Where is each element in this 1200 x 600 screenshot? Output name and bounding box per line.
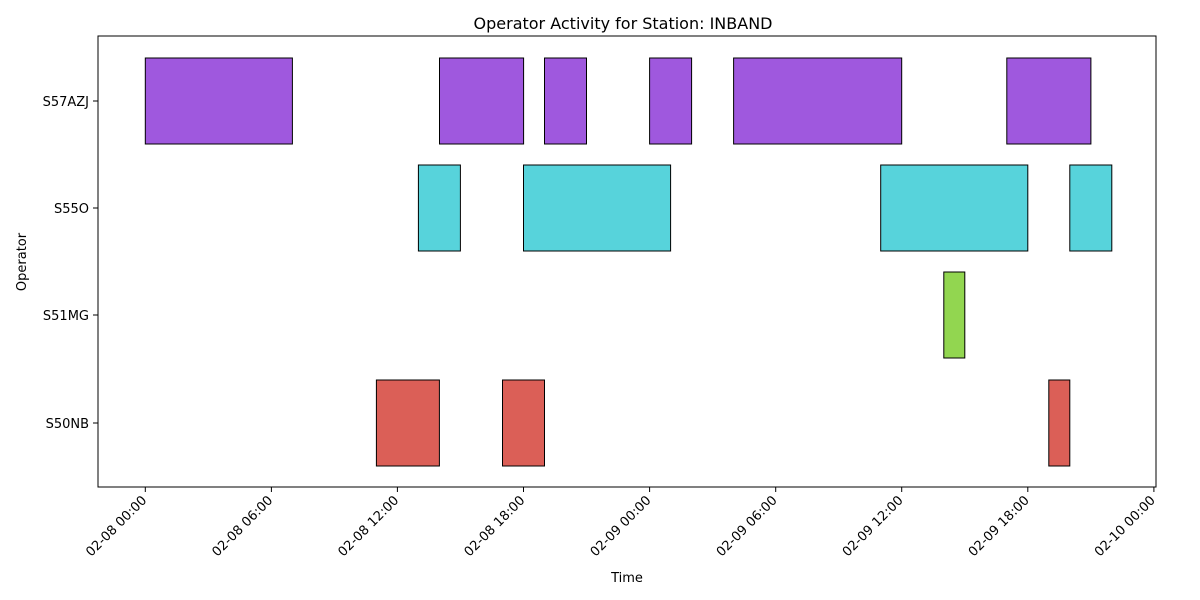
x-tick-label-4: 02-08 18:00: [462, 493, 529, 560]
x-axis-label: Time: [610, 571, 643, 586]
bar-s55o-3: [880, 164, 1029, 252]
bars-layer: [144, 57, 1113, 467]
x-tick-label-7: 02-09 12:00: [840, 493, 907, 560]
bar-s57azj-3: [544, 57, 587, 145]
bar-s51mg-1: [943, 271, 966, 359]
bar-s50nb-1: [375, 379, 440, 467]
bar-s57azj-2: [439, 57, 525, 145]
x-axis: 02-08 00:00 02-08 06:00 02-08 12:00 02-08 1…: [83, 487, 1159, 560]
chart-title: Operator Activity for Station: INBAND: [474, 14, 773, 33]
x-tick-label-6: 02-09 06:00: [714, 493, 781, 560]
y-axis: S57AZJ S55O S51MG S50NB: [43, 95, 98, 432]
bar-s55o-2: [523, 164, 672, 252]
bar-s57azj-5: [733, 57, 903, 145]
y-axis-label: Operator: [15, 232, 30, 291]
bar-s57azj-6: [1006, 57, 1092, 145]
x-tick-label-2: 02-08 06:00: [209, 493, 276, 560]
bar-s57azj-4: [649, 57, 693, 145]
bar-s50nb-2: [502, 379, 545, 467]
x-tick-label-5: 02-09 00:00: [588, 493, 655, 560]
x-tick-label-9: 02-10 00:00: [1092, 493, 1159, 560]
bar-s55o-4: [1069, 164, 1113, 252]
bar-s55o-1: [417, 164, 461, 252]
x-tick-label-1: 02-08 00:00: [83, 493, 150, 560]
x-tick-label-8: 02-09 18:00: [966, 493, 1033, 560]
y-tick-label-s55o: S55O: [54, 202, 89, 217]
y-tick-label-s50nb: S50NB: [46, 417, 89, 432]
y-tick-label-s57azj: S57AZJ: [43, 95, 89, 110]
bar-s50nb-3: [1048, 379, 1071, 467]
plot-frame: [97, 35, 1157, 488]
bar-s57azj-1: [144, 57, 293, 145]
x-tick-label-3: 02-08 12:00: [335, 493, 402, 560]
y-tick-label-s51mg: S51MG: [43, 309, 89, 324]
